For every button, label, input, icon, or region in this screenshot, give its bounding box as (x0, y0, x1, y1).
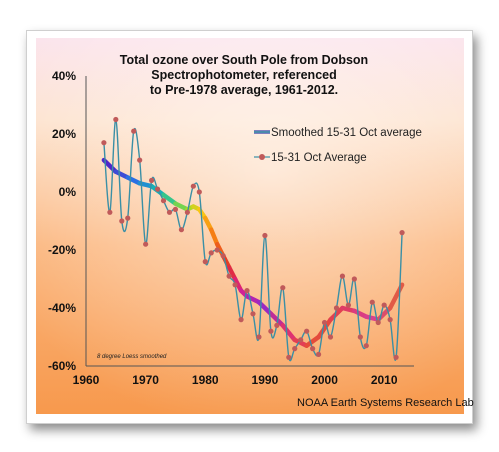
raw-data-point (244, 288, 250, 294)
smoothing-note: 8 degree Loess smoothed (97, 354, 167, 360)
raw-data-point (160, 198, 167, 204)
x-tick-labels: 1960 1970 1980 1990 2000 2010 (73, 373, 398, 387)
raw-data-point (321, 319, 328, 326)
raw-data-point (202, 259, 208, 265)
x-tick-label: 1970 (132, 373, 159, 387)
raw-data-point (369, 299, 375, 305)
raw-data-point (220, 253, 226, 259)
raw-data-point (131, 128, 137, 134)
raw-data-point (387, 317, 393, 323)
plot-glow (36, 38, 464, 414)
raw-data-point (125, 215, 131, 221)
raw-data-point (154, 186, 161, 192)
credit-label: NOAA Earth Systems Research Lab (297, 397, 474, 409)
raw-data-point (137, 157, 143, 163)
raw-data-point (298, 337, 304, 343)
raw-data-point (304, 328, 310, 334)
raw-data-point (286, 354, 292, 360)
x-tick-label: 1960 (73, 373, 100, 387)
smoothed-segment (208, 227, 220, 247)
smoothed-segment (268, 311, 286, 328)
raw-data-point (363, 343, 369, 349)
raw-data-point (101, 140, 107, 146)
y-tick-label: 0% (59, 185, 77, 199)
raw-series (101, 116, 405, 362)
y-tick-label: -20% (48, 243, 76, 257)
legend-swatch-raw-marker (259, 154, 265, 160)
raw-data-point (184, 209, 190, 215)
smoothed-segment (328, 305, 345, 322)
raw-data-point (196, 189, 202, 195)
chart-title-line-1: Total ozone over South Pole from Dobson (120, 53, 368, 67)
raw-data-point (339, 273, 346, 279)
raw-data-point (226, 273, 232, 279)
x-tick-label: 2010 (371, 373, 398, 387)
raw-data-point (178, 227, 185, 233)
raw-data-point (143, 241, 149, 247)
chart-title: Total ozone over South Pole from Dobson … (120, 53, 368, 97)
raw-data-point (327, 334, 334, 340)
raw-data-point (345, 302, 351, 308)
raw-data-point (351, 276, 357, 282)
legend-label-raw: 15-31 Oct Average (271, 152, 367, 164)
raw-data-point (166, 209, 173, 215)
raw-data-point (399, 230, 405, 236)
chart-title-line-3: to Pre-1978 average, 1961-2012. (150, 83, 338, 97)
raw-data-point (292, 346, 298, 352)
raw-data-point (268, 328, 274, 334)
raw-data-point (149, 177, 155, 183)
raw-data-point (333, 305, 340, 311)
raw-data-point (214, 247, 220, 253)
raw-data-point (274, 322, 280, 328)
raw-data-point (232, 282, 238, 288)
y-tick-label: -60% (48, 359, 76, 373)
raw-data-point (280, 285, 286, 291)
x-tick-label: 1980 (192, 373, 219, 387)
raw-data-point (256, 334, 262, 340)
raw-data-point (250, 311, 256, 317)
y-tick-label: -40% (48, 301, 76, 315)
raw-data-point (119, 218, 125, 224)
x-tick-label: 2000 (311, 373, 338, 387)
chart-title-line-2: Spectrophotometer, referenced (151, 68, 336, 82)
raw-data-point (375, 319, 381, 326)
raw-data-point (357, 334, 363, 340)
smoothed-segment (304, 334, 321, 348)
raw-data-point (393, 354, 399, 360)
y-tick-label: 40% (52, 69, 76, 83)
y-tick-labels: 40% 20% 0% -20% -40% -60% (48, 69, 76, 373)
legend-label-smoothed: Smoothed 15-31 Oct average (271, 127, 422, 139)
raw-data-point (381, 302, 387, 308)
smoothed-segment (316, 317, 333, 340)
raw-data-point (262, 232, 268, 239)
legend: Smoothed 15-31 Oct average 15-31 Oct Ave… (254, 127, 422, 164)
x-tick-label: 1990 (252, 373, 279, 387)
raw-data-point (107, 209, 113, 215)
smoothed-segment (101, 157, 119, 174)
y-tick-label: 20% (52, 127, 76, 141)
raw-data-point (113, 116, 119, 123)
raw-data-point (190, 183, 196, 189)
raw-data-point (208, 250, 214, 256)
raw-data-point (310, 346, 316, 352)
smoothed-segment (161, 192, 178, 206)
raw-data-point (172, 206, 179, 212)
raw-data-point (238, 317, 244, 323)
smoothed-segment (280, 323, 297, 343)
axes (85, 76, 414, 367)
raw-data-point (315, 351, 322, 357)
